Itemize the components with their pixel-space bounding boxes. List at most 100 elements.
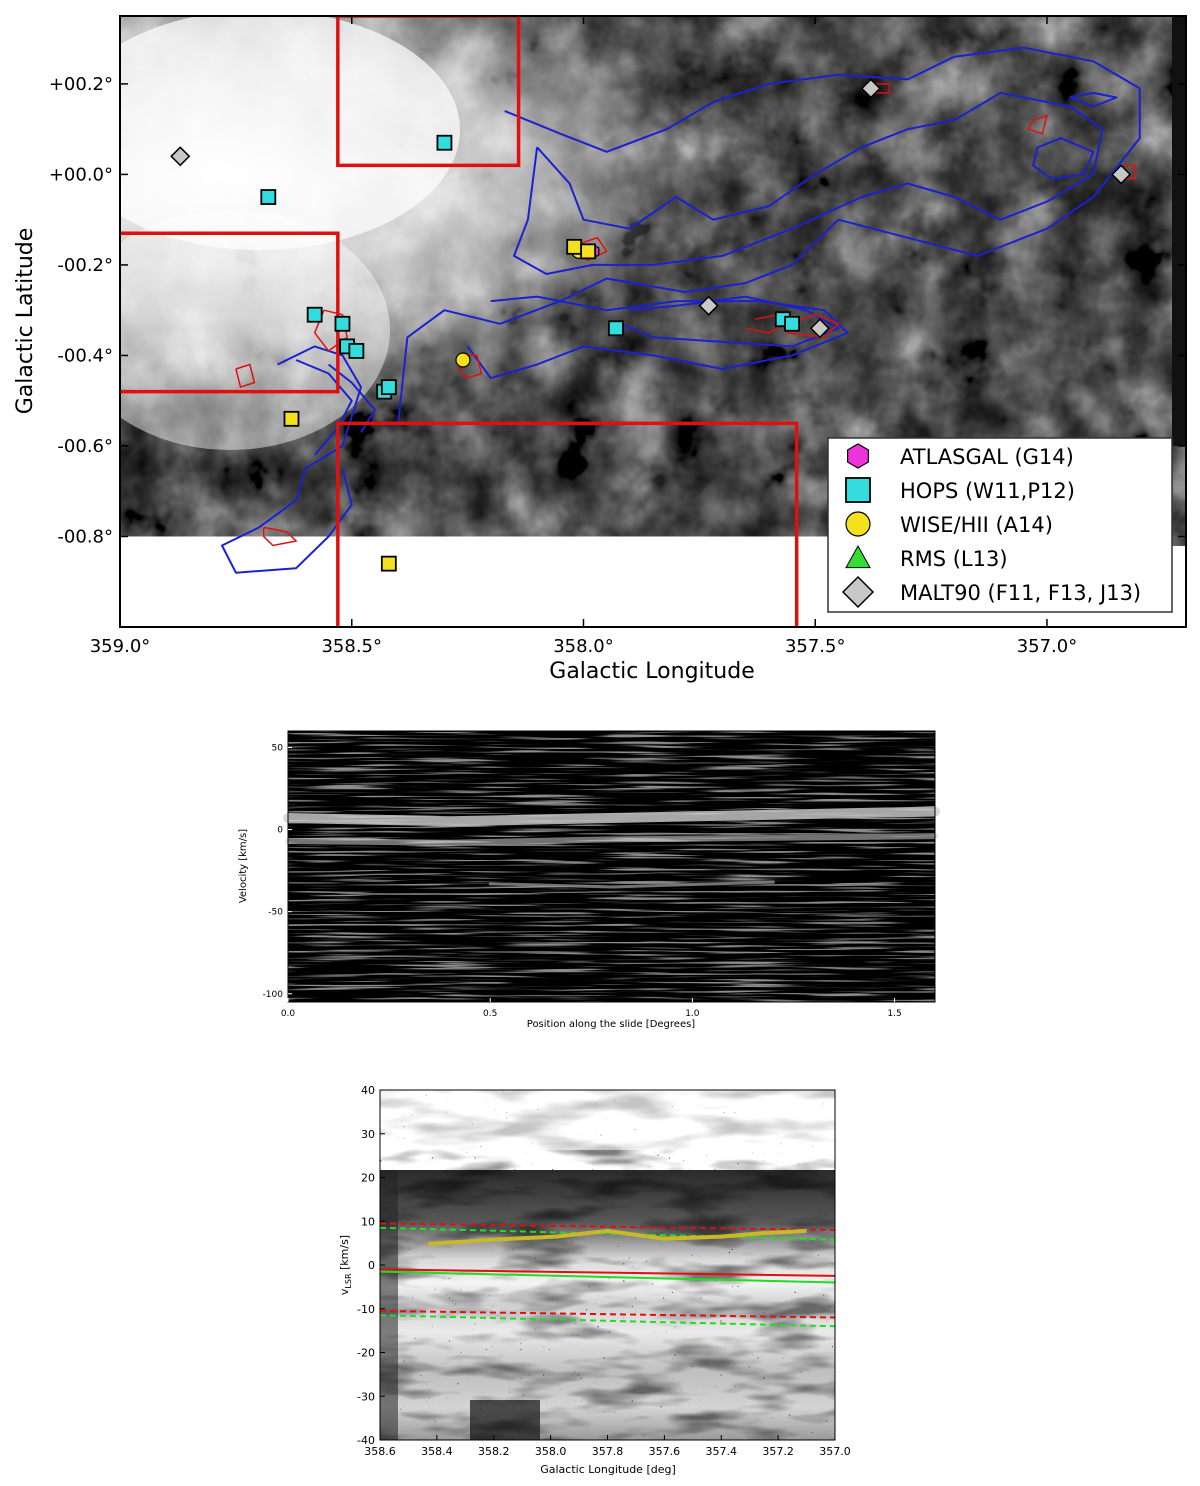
lv-y-tick-label: -20	[357, 1347, 375, 1360]
lv-line-dashed	[380, 1314, 835, 1328]
map-legend: ATLASGAL (G14) HOPS (W11,P12) WISE/HII (A1…	[827, 437, 1173, 613]
map-y-axis-label: Galactic Latitude	[13, 228, 38, 415]
map-x-tick-label: 359.0°	[90, 636, 151, 657]
square-marker	[380, 379, 397, 396]
map-x-tick-label: 358.0°	[553, 636, 614, 657]
co-contour-blue	[1032, 137, 1095, 180]
dust-contour-red	[1027, 114, 1049, 135]
legend-label: RMS (L13)	[900, 547, 1008, 571]
diamond-marker	[809, 318, 830, 339]
square-marker	[348, 343, 365, 359]
map-frame	[119, 15, 1187, 628]
square-marker	[436, 134, 453, 151]
lv-y-tick-label: 10	[361, 1215, 375, 1228]
co-contour-blue	[466, 295, 849, 380]
lv-diagram-panel: 358.6 358.4 358.2 358.0 357.8 357.6 357.4 357.2…	[338, 1084, 851, 1476]
legend-hexagon-icon	[846, 443, 870, 469]
pv-x-tick-label: 0.5	[483, 1009, 497, 1019]
co-contour-blue	[295, 359, 353, 456]
lv-x-tick-label: 357.6	[649, 1445, 681, 1458]
legend-label: ATLASGAL (G14)	[900, 445, 1074, 469]
pv-emission-ridge	[285, 833, 938, 846]
lv-x-axis-label: Galactic Longitude [deg]	[540, 1463, 676, 1476]
legend-circle-icon	[845, 511, 871, 537]
lv-line-dashed	[380, 1226, 835, 1241]
lv-y-tick-label: 40	[361, 1084, 375, 1097]
dust-contour-red	[235, 363, 256, 389]
map-x-axis-label: Galactic Longitude	[549, 659, 754, 684]
map-y-tick-label: -00.4°	[57, 345, 113, 366]
pv-y-tick-label: 50	[272, 743, 284, 753]
lv-y-axis-label: vLSR [km/s]	[338, 1235, 353, 1295]
square-marker	[260, 189, 277, 205]
square-yellow-marker	[380, 555, 397, 572]
lv-line-solid	[428, 1228, 807, 1246]
pv-x-axis-label: Position along the slide [Degrees]	[527, 1019, 696, 1030]
pv-y-axis-label: Velocity [km/s]	[238, 829, 249, 903]
lv-y-tick-label: -30	[357, 1390, 375, 1403]
pv-x-tick-label: 1.5	[887, 1009, 901, 1019]
co-contour-blue	[620, 295, 840, 348]
lv-y-tick-label: -10	[357, 1303, 375, 1316]
lv-x-tick-label: 357.4	[706, 1445, 738, 1458]
region-box	[120, 231, 340, 394]
lv-line-dashed	[380, 1309, 835, 1319]
lv-x-tick-label: 358.4	[421, 1445, 453, 1458]
legend-label: HOPS (W11,P12)	[900, 479, 1075, 503]
square-marker	[306, 306, 323, 323]
lv-image	[380, 1090, 835, 1440]
lv-x-tick-label: 357.2	[762, 1445, 794, 1458]
square-yellow-marker	[566, 238, 583, 255]
legend-label: MALT90 (F11, F13, J13)	[900, 581, 1141, 605]
lv-x-tick-label: 357.8	[592, 1445, 624, 1458]
pv-emission-ridge	[488, 880, 775, 889]
legend-square-icon	[845, 477, 871, 503]
lv-x-tick-label: 358.6	[364, 1445, 396, 1458]
pv-x-tick-label: 0.0	[281, 1009, 296, 1019]
co-contour-blue	[513, 91, 1104, 275]
legend-triangle-icon	[845, 544, 871, 569]
map-y-tick-label: -00.8°	[57, 526, 113, 547]
lv-x-tick-label: 358.0	[535, 1445, 567, 1458]
lv-x-tick-label: 358.2	[478, 1445, 510, 1458]
circle-marker	[455, 352, 471, 368]
legend-diamond-icon	[841, 575, 875, 609]
pv-emission-ridge	[283, 806, 940, 827]
map-y-tick-label: +00.0°	[49, 164, 113, 185]
map-y-tick-label: +00.2°	[49, 74, 113, 95]
lv-line-solid	[380, 1268, 835, 1277]
lv-line-dashed	[380, 1222, 835, 1231]
map-x-tick-label: 357.5°	[785, 636, 846, 657]
diamond-marker	[1111, 164, 1132, 185]
square-yellow-marker	[283, 410, 300, 427]
lv-y-tick-label: 30	[361, 1128, 375, 1141]
pv-frame	[287, 730, 936, 1003]
lv-y-tick-label: 20	[361, 1172, 375, 1185]
pv-x-tick-label: 1.0	[685, 1009, 700, 1019]
no-data-region	[120, 536, 830, 627]
dust-contour-red	[457, 354, 483, 379]
diamond-marker	[698, 295, 719, 316]
map-y-tick-label: -00.6°	[57, 436, 113, 457]
square-marker	[784, 315, 800, 332]
sky-image	[120, 16, 1186, 546]
map-y-tick-label: -00.2°	[57, 255, 113, 276]
pv-slice-panel: 0.0 0.5 1.0 1.5 50 0 -50 -100 Position along th…	[238, 730, 940, 1030]
region-box	[336, 421, 799, 627]
sky-map-panel: 359.0° 358.5° 358.0° 357.5° 357.0° +00.2° +00.…	[13, 15, 1187, 684]
co-contour-blue	[327, 363, 376, 433]
pv-y-tick-label: 0	[277, 826, 283, 836]
dust-contour-red	[262, 526, 298, 547]
map-x-tick-label: 357.0°	[1017, 636, 1078, 657]
map-x-tick-label: 358.5°	[321, 636, 382, 657]
lv-line-solid	[380, 1270, 835, 1284]
lv-y-tick-label: 0	[368, 1259, 375, 1272]
square-marker	[608, 320, 624, 337]
region-box	[336, 16, 521, 168]
co-contour-blue	[397, 46, 1141, 424]
diamond-marker	[170, 146, 191, 167]
square-marker	[334, 315, 351, 332]
lv-x-tick-label: 357.0	[819, 1445, 851, 1458]
square-yellow-marker	[580, 243, 597, 260]
